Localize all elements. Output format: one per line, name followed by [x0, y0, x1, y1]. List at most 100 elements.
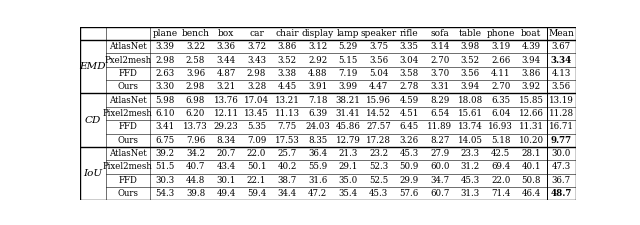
Text: 3.14: 3.14	[430, 42, 449, 51]
Text: Ours: Ours	[117, 136, 138, 145]
Text: 3.39: 3.39	[156, 42, 175, 51]
Text: 47.3: 47.3	[552, 162, 571, 171]
Text: 36.7: 36.7	[552, 176, 571, 185]
Text: 3.30: 3.30	[156, 82, 175, 91]
Text: 6.35: 6.35	[492, 96, 510, 105]
Text: 30.0: 30.0	[552, 149, 571, 158]
Text: 38.21: 38.21	[336, 96, 360, 105]
Text: 12.79: 12.79	[336, 136, 360, 145]
Text: 10.20: 10.20	[519, 136, 544, 145]
Text: 15.96: 15.96	[366, 96, 391, 105]
Text: 45.3: 45.3	[369, 189, 388, 198]
Text: 4.11: 4.11	[491, 69, 511, 78]
Text: 71.4: 71.4	[491, 189, 511, 198]
Text: box: box	[218, 29, 234, 38]
Text: 3.26: 3.26	[399, 136, 419, 145]
Text: 17.28: 17.28	[366, 136, 391, 145]
Text: Mean: Mean	[548, 29, 574, 38]
Text: 40.2: 40.2	[277, 162, 297, 171]
Text: 6.54: 6.54	[430, 109, 449, 118]
Text: 52.3: 52.3	[369, 162, 388, 171]
Text: 13.73: 13.73	[183, 122, 208, 131]
Text: 2.78: 2.78	[399, 82, 419, 91]
Text: 3.58: 3.58	[399, 69, 419, 78]
Text: 3.86: 3.86	[278, 42, 297, 51]
Text: 3.91: 3.91	[308, 82, 327, 91]
Text: 13.45: 13.45	[244, 109, 269, 118]
Text: 31.6: 31.6	[308, 176, 327, 185]
Text: FFD: FFD	[118, 69, 137, 78]
Text: car: car	[249, 29, 264, 38]
Text: 4.88: 4.88	[308, 69, 328, 78]
Text: bench: bench	[182, 29, 209, 38]
Text: Pixel2mesh: Pixel2mesh	[103, 162, 152, 171]
Text: 6.98: 6.98	[186, 96, 205, 105]
Text: 4.47: 4.47	[369, 82, 388, 91]
Text: 21.3: 21.3	[339, 149, 358, 158]
Text: FFD: FFD	[118, 176, 137, 185]
Text: 52.5: 52.5	[369, 176, 388, 185]
Text: 28.1: 28.1	[522, 149, 541, 158]
Text: 34.2: 34.2	[186, 149, 205, 158]
Text: 13.76: 13.76	[214, 96, 239, 105]
Text: 3.96: 3.96	[186, 69, 205, 78]
Text: 4.45: 4.45	[278, 82, 297, 91]
Text: 7.96: 7.96	[186, 136, 205, 145]
Text: 47.2: 47.2	[308, 189, 327, 198]
Text: EMD: EMD	[79, 62, 106, 71]
Text: 12.11: 12.11	[214, 109, 239, 118]
Text: 2.58: 2.58	[186, 56, 205, 65]
Text: 42.5: 42.5	[491, 149, 510, 158]
Text: 57.6: 57.6	[399, 189, 419, 198]
Text: 7.18: 7.18	[308, 96, 328, 105]
Text: 3.43: 3.43	[247, 56, 266, 65]
Text: 6.45: 6.45	[399, 122, 419, 131]
Text: 2.66: 2.66	[491, 56, 510, 65]
Text: 13.19: 13.19	[549, 96, 573, 105]
Text: 48.7: 48.7	[550, 189, 572, 198]
Text: display: display	[301, 29, 333, 38]
Text: 15.85: 15.85	[519, 96, 544, 105]
Text: 4.39: 4.39	[522, 42, 541, 51]
Text: 55.9: 55.9	[308, 162, 327, 171]
Text: 29.23: 29.23	[214, 122, 238, 131]
Text: Pxel2mesh: Pxel2mesh	[104, 56, 151, 65]
Text: 18.08: 18.08	[458, 96, 483, 105]
Text: 3.99: 3.99	[339, 82, 358, 91]
Text: 5.18: 5.18	[491, 136, 511, 145]
Text: 3.92: 3.92	[522, 82, 541, 91]
Text: 3.34: 3.34	[550, 56, 572, 65]
Text: 11.31: 11.31	[519, 122, 544, 131]
Text: 2.98: 2.98	[156, 56, 175, 65]
Text: 69.4: 69.4	[491, 162, 510, 171]
Text: 14.05: 14.05	[458, 136, 483, 145]
Text: 3.31: 3.31	[430, 82, 449, 91]
Text: 3.86: 3.86	[522, 69, 541, 78]
Text: 27.9: 27.9	[430, 149, 449, 158]
Text: 8.27: 8.27	[430, 136, 449, 145]
Text: 2.63: 2.63	[156, 69, 175, 78]
Text: AtlasNet: AtlasNet	[109, 149, 147, 158]
Text: Ours: Ours	[117, 189, 138, 198]
Text: 34.4: 34.4	[278, 189, 297, 198]
Text: 5.15: 5.15	[339, 56, 358, 65]
Text: 13.21: 13.21	[275, 96, 300, 105]
Text: 3.75: 3.75	[369, 42, 388, 51]
Text: 27.57: 27.57	[366, 122, 391, 131]
Text: phone: phone	[486, 29, 515, 38]
Text: 24.03: 24.03	[305, 122, 330, 131]
Text: 49.4: 49.4	[216, 189, 236, 198]
Text: 9.77: 9.77	[550, 136, 572, 145]
Text: 35.4: 35.4	[339, 189, 358, 198]
Text: 3.21: 3.21	[216, 82, 236, 91]
Text: 3.67: 3.67	[552, 42, 571, 51]
Text: 23.2: 23.2	[369, 149, 388, 158]
Text: 2.70: 2.70	[491, 82, 511, 91]
Text: 3.04: 3.04	[399, 56, 419, 65]
Text: 8.34: 8.34	[216, 136, 236, 145]
Text: 31.3: 31.3	[461, 189, 480, 198]
Text: 3.44: 3.44	[216, 56, 236, 65]
Text: 23.3: 23.3	[461, 149, 480, 158]
Text: speaker: speaker	[360, 29, 397, 38]
Text: AtlasNet: AtlasNet	[109, 42, 147, 51]
